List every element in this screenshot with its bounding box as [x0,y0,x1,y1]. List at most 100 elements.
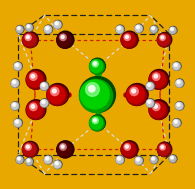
Circle shape [52,89,56,93]
Circle shape [171,28,174,31]
Circle shape [121,33,137,48]
Circle shape [169,156,176,162]
Circle shape [121,141,138,158]
Circle shape [150,26,158,33]
Circle shape [152,27,155,30]
Circle shape [135,25,142,32]
Circle shape [154,74,158,78]
Circle shape [94,119,96,122]
Circle shape [41,83,47,89]
Circle shape [26,101,44,119]
Circle shape [23,33,35,46]
Circle shape [42,83,45,86]
Circle shape [61,36,64,39]
Circle shape [117,26,121,30]
Circle shape [127,86,144,103]
Circle shape [146,83,153,89]
Circle shape [43,84,44,85]
Circle shape [25,144,31,150]
Circle shape [152,157,155,160]
Circle shape [158,144,169,155]
Circle shape [18,157,20,160]
Circle shape [116,26,123,33]
Circle shape [16,157,22,163]
Circle shape [150,71,165,87]
Circle shape [14,63,21,70]
Circle shape [176,79,184,87]
Circle shape [173,62,181,70]
Circle shape [12,80,16,84]
Circle shape [27,71,43,87]
Circle shape [176,102,184,110]
Circle shape [117,157,121,160]
Circle shape [54,21,61,29]
Circle shape [149,100,169,119]
Circle shape [173,119,180,126]
Circle shape [154,105,158,108]
Circle shape [152,73,160,80]
Circle shape [27,102,43,118]
Circle shape [121,33,135,46]
Circle shape [169,27,176,34]
Circle shape [26,71,44,89]
Circle shape [14,62,22,70]
Circle shape [174,63,177,67]
Circle shape [173,63,180,70]
Circle shape [160,145,165,150]
Circle shape [176,80,182,87]
Circle shape [135,156,143,165]
Circle shape [90,60,103,73]
Circle shape [22,32,38,48]
Circle shape [16,64,18,66]
Circle shape [118,158,120,159]
Circle shape [135,157,142,164]
Circle shape [157,143,171,156]
Circle shape [26,70,46,89]
Circle shape [136,26,139,29]
Circle shape [26,159,32,165]
Circle shape [173,119,181,127]
Circle shape [151,157,157,163]
Circle shape [43,101,44,102]
Circle shape [148,101,150,102]
Circle shape [90,116,104,131]
Circle shape [148,100,151,103]
Circle shape [44,156,52,164]
Circle shape [57,33,71,46]
Circle shape [47,85,67,105]
Circle shape [26,100,46,119]
Circle shape [80,77,115,112]
Circle shape [57,143,71,156]
Circle shape [11,102,20,110]
Circle shape [121,143,135,156]
Circle shape [135,24,143,33]
Circle shape [57,141,74,158]
Circle shape [54,161,60,168]
Circle shape [137,159,138,160]
Circle shape [55,162,58,165]
Circle shape [46,27,48,29]
Circle shape [44,156,51,163]
Circle shape [177,80,180,84]
Circle shape [146,100,154,107]
Circle shape [126,84,148,105]
Circle shape [171,28,173,30]
Circle shape [175,121,176,122]
Circle shape [16,121,18,122]
Circle shape [150,156,157,163]
Circle shape [30,103,37,111]
Circle shape [54,160,62,169]
Circle shape [121,31,138,48]
Circle shape [13,81,15,83]
Circle shape [14,119,22,127]
Circle shape [60,34,66,41]
Circle shape [148,84,150,85]
Circle shape [86,83,99,96]
Circle shape [150,102,165,118]
Circle shape [158,34,169,45]
Circle shape [18,158,20,159]
Circle shape [150,156,158,163]
Circle shape [16,26,23,33]
Circle shape [51,87,59,96]
Circle shape [27,145,29,148]
